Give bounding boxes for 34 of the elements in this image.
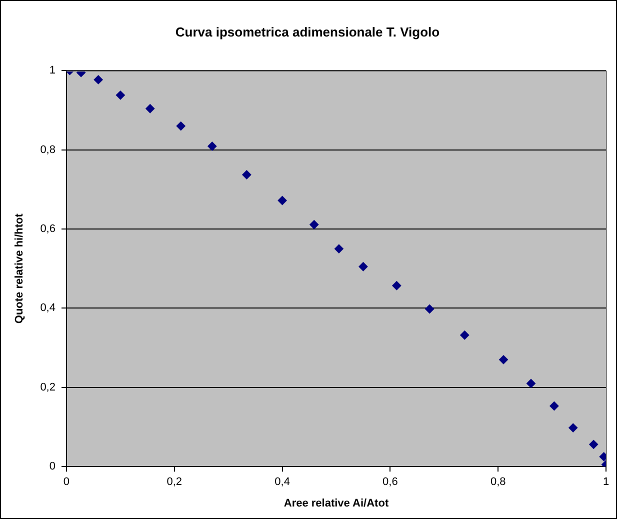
chart-title: Curva ipsometrica adimensionale T. Vigolo xyxy=(175,24,440,40)
point xyxy=(358,262,368,272)
y-tick-label: 0,2 xyxy=(40,381,56,394)
y-axis-title: Quote relative hi/htot xyxy=(14,213,26,324)
point xyxy=(146,104,155,114)
point xyxy=(498,355,508,364)
point xyxy=(76,70,86,78)
point xyxy=(589,440,598,449)
y-tick-label: 0,4 xyxy=(40,302,56,314)
point xyxy=(94,75,103,84)
point xyxy=(526,378,536,388)
point xyxy=(116,90,125,100)
point xyxy=(550,402,559,411)
point xyxy=(334,244,344,254)
y-tick-label: 0,8 xyxy=(40,144,56,156)
x-tick-label: 1 xyxy=(602,476,610,488)
point xyxy=(310,220,319,230)
x-axis-title: Aree relative Ai/Atot xyxy=(284,497,389,510)
y-tick-label: 1 xyxy=(49,64,56,77)
point xyxy=(392,281,402,290)
point xyxy=(278,196,287,205)
point xyxy=(242,170,252,180)
point xyxy=(425,304,434,314)
point xyxy=(460,330,470,340)
y-tick-label: 0 xyxy=(49,460,56,473)
x-tick-label: 0,4 xyxy=(274,476,290,488)
y-tick-label: 0,6 xyxy=(40,223,56,236)
point xyxy=(568,423,578,432)
x-tick-label: 0,8 xyxy=(490,476,506,488)
x-tick-label: 0,6 xyxy=(382,476,398,488)
x-tick-label: 0,2 xyxy=(166,476,182,488)
point xyxy=(176,122,186,131)
point xyxy=(208,142,217,151)
x-tick-label: 0 xyxy=(63,476,70,488)
